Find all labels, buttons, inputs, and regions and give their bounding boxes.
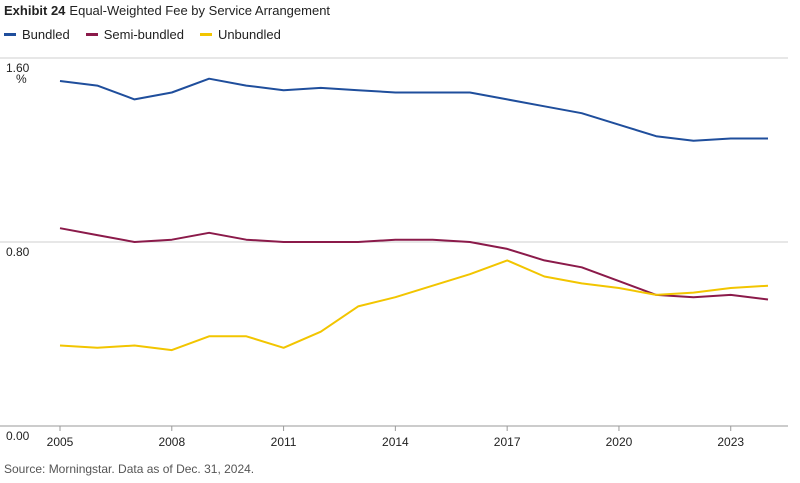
series-lines bbox=[59, 77, 769, 352]
x-tick-label: 2008 bbox=[158, 435, 185, 449]
x-tick-label: 2014 bbox=[382, 435, 409, 449]
x-tick-label: 2017 bbox=[494, 435, 521, 449]
x-tick-label: 2005 bbox=[47, 435, 74, 449]
chart-title-text: Equal-Weighted Fee by Service Arrangemen… bbox=[69, 3, 331, 18]
legend-swatch-bundled bbox=[4, 33, 16, 36]
legend-label-bundled: Bundled bbox=[22, 27, 70, 42]
legend-swatch-unbundled bbox=[199, 33, 212, 36]
exhibit-label: Exhibit 24 bbox=[4, 3, 66, 18]
source-note: Source: Morningstar. Data as of Dec. 31,… bbox=[4, 462, 255, 476]
legend-swatch-semi-bundled bbox=[85, 33, 98, 36]
x-tick-label: 2011 bbox=[271, 435, 297, 449]
legend-label-unbundled: Unbundled bbox=[217, 27, 281, 42]
legend: Bundled Semi-bundled Unbundled bbox=[4, 27, 297, 42]
x-tick-label: 2023 bbox=[717, 435, 744, 449]
gridlines bbox=[0, 57, 788, 427]
y-axis-unit-label: % bbox=[16, 72, 27, 86]
legend-label-semi-bundled: Semi-bundled bbox=[103, 27, 184, 42]
y-tick-label: 0.00 bbox=[6, 429, 30, 443]
y-tick-label: 0.80 bbox=[6, 245, 30, 259]
series-line-semi-bundled bbox=[59, 227, 769, 301]
y-axis-ticks: 0.00 0.80 1.60 bbox=[6, 61, 30, 443]
legend-item-bundled: Bundled bbox=[4, 27, 70, 42]
legend-item-semi-bundled: Semi-bundled bbox=[85, 27, 184, 42]
y-tick-label: 1.60 bbox=[6, 61, 30, 75]
series-line-bundled bbox=[59, 77, 768, 142]
chart-title: Exhibit 24 Equal-Weighted Fee by Service … bbox=[4, 3, 330, 18]
x-axis-ticks: 2005 2008 2011 2014 2017 2020 2023 bbox=[47, 426, 744, 449]
x-tick-label: 2020 bbox=[606, 435, 633, 449]
series-line-unbundled bbox=[59, 259, 769, 352]
legend-item-unbundled: Unbundled bbox=[199, 27, 281, 42]
